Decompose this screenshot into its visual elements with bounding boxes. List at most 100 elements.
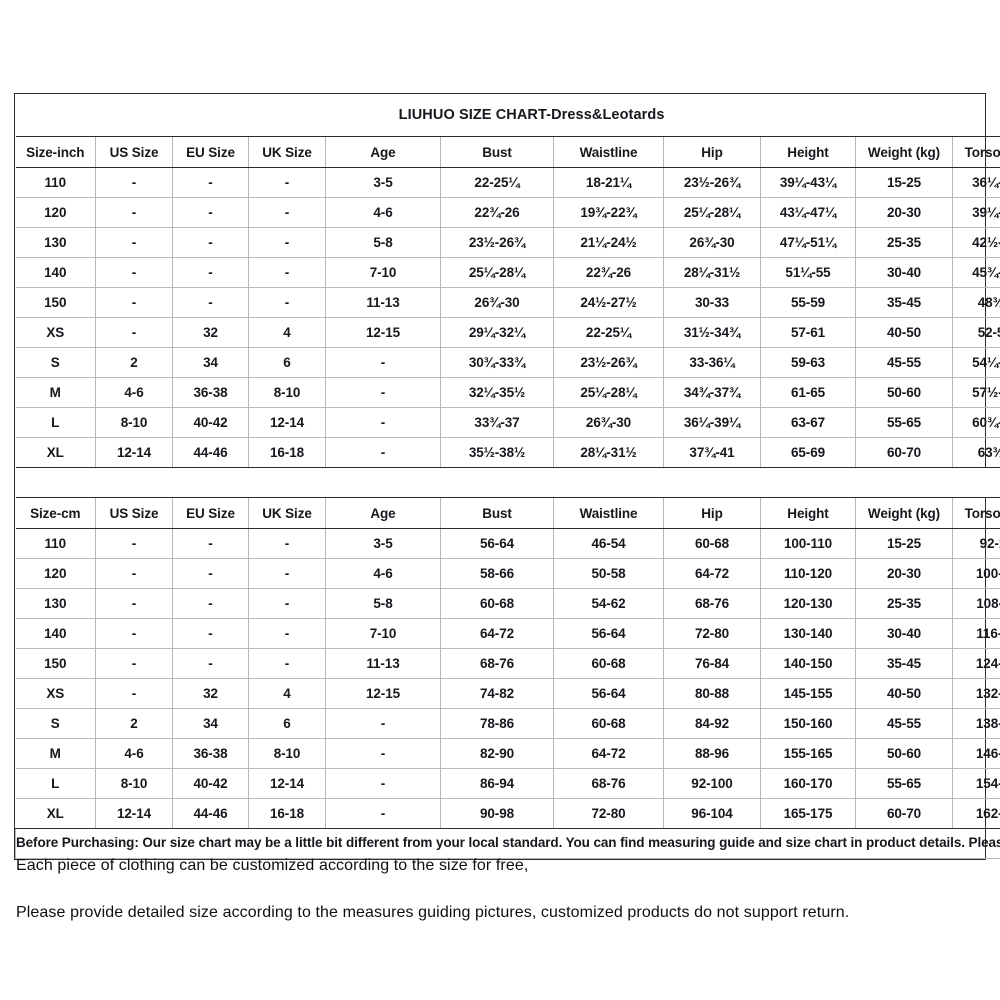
table-cell: 60¾-63¾ [951,407,1000,438]
table-row: M 4-6 36-38 8-10-82-90 64-72 88-96 155-165 50-6… [15,738,1000,769]
table-cell: 57½-60¾ [951,377,1000,408]
table-cell: 40-50 [855,317,953,348]
table-cell: 60-68 [553,708,664,739]
table-cell: 120-130 [760,588,856,619]
header-row-cm: Size-cm US Size EU Size UK Size Age Bust Waist… [15,497,1000,529]
column-header-7: Hip [663,136,761,168]
table-cell: 36¼-39¼ [663,407,761,438]
row-size-label: 150 [15,648,96,679]
table-cell: 155-165 [760,738,856,769]
table-cell: - [248,558,326,589]
table-cell: - [95,167,173,198]
row-size-label: XS [15,678,96,709]
row-size-label: 110 [15,528,96,559]
table-row: XL 12-14 44-46 16-18-90-98 72-80 96-104 165-17… [15,798,1000,829]
table-cell: 140-150 [760,648,856,679]
table-row: 130- - -5-8 23½-26¾ 21¼-24½ 26¾-30 47¼-51¼ 25-3… [15,227,1000,258]
table-row: 120- - -4-6 22¾-26 19¾-22¾ 25¼-28¼ 43¼-47¼ 20-3… [15,197,1000,228]
table-cell: 35½-38½ [440,437,554,468]
row-size-label: XL [15,798,96,829]
bottom-notes: Each piece of clothing can be customized… [16,856,976,950]
table-cell: 68-76 [553,768,664,799]
table-cell: 84-92 [663,708,761,739]
table-cell: - [325,407,441,438]
column-header-0: Size-cm [15,497,96,529]
table-cell: 146-154 [951,738,1000,769]
table-cell: 19¾-22¾ [553,197,664,228]
table-cell: - [95,257,173,288]
table-cell: - [248,167,326,198]
table-cell: - [248,618,326,649]
table-cell: 39¼-42½ [951,197,1000,228]
table-cell: 5-8 [325,227,441,258]
table-cell: 110-120 [760,558,856,589]
table-cell: 4-6 [95,377,173,408]
table-cell: - [325,377,441,408]
table-cell: - [172,197,249,228]
column-header-10: Torso Girth [951,136,1000,168]
table-cell: 63¾-67 [951,437,1000,468]
table-cell: 138-146 [951,708,1000,739]
bottom-note-1: Each piece of clothing can be customized… [16,857,529,874]
table-cell: 56-64 [440,528,554,559]
table-cell: 61-65 [760,377,856,408]
table-row: XS -32 4 12-15 74-82 56-64 80-88 145-155 40-50 13… [15,678,1000,709]
table-cell: 68-76 [663,588,761,619]
table-cell: 15-25 [855,167,953,198]
table-cell: - [95,227,173,258]
row-size-label: XL [15,437,96,468]
table-cell: 31½-34¾ [663,317,761,348]
table-cell: 30-40 [855,618,953,649]
table-cell: 40-42 [172,768,249,799]
table-cell: 30-40 [855,257,953,288]
table-cell: 60-68 [663,528,761,559]
table-cell: 48¾-52 [951,287,1000,318]
table-cell: - [95,528,173,559]
table-cell: 92-100 [663,768,761,799]
table-cell: 58-66 [440,558,554,589]
table-cell: - [248,257,326,288]
table-cell: 25-35 [855,227,953,258]
table-cell: 16-18 [248,798,326,829]
table-cell: 30-33 [663,287,761,318]
size-chart-table: LIUHUO SIZE CHART-Dress&Leotards Size-inc… [14,94,1000,859]
table-cell: - [248,197,326,228]
column-header-6: Waistline [553,497,664,529]
table-cell: 90-98 [440,798,554,829]
row-size-label: 110 [15,167,96,198]
row-size-label: XS [15,317,96,348]
table-row: XS -32 4 12-15 29¼-32¼ 22-25¼ 31½-34¾ 57-61 40-5… [15,317,1000,348]
table-cell: 40-42 [172,407,249,438]
column-header-9: Weight (kg) [855,497,953,529]
table-cell: 18-21¼ [553,167,664,198]
column-header-0: Size-inch [15,136,96,168]
table-cell: 22¾-26 [440,197,554,228]
table-cell: 12-14 [95,437,173,468]
table-separator [15,467,1000,498]
table-cell: 4 [248,678,326,709]
table-cell: 88-96 [663,738,761,769]
table-cell: 162-170 [951,798,1000,829]
table-cell: - [95,287,173,318]
table-cell: 28¼-31½ [663,257,761,288]
column-header-6: Waistline [553,136,664,168]
table-cell: 6 [248,708,326,739]
column-header-8: Height [760,497,856,529]
row-size-label: L [15,407,96,438]
table-cell: 63-67 [760,407,856,438]
table-cell: - [95,678,173,709]
table-cell: 32¼-35½ [440,377,554,408]
table-cell: 16-18 [248,437,326,468]
table-cell: - [248,227,326,258]
table-cell: 55-65 [855,768,953,799]
row-size-label: 140 [15,618,96,649]
row-size-label: S [15,708,96,739]
table-cell: 4 [248,317,326,348]
row-size-label: 120 [15,558,96,589]
chart-title: LIUHUO SIZE CHART-Dress&Leotards [15,94,1000,137]
table-cell: 21¼-24½ [553,227,664,258]
table-cell: 25-35 [855,588,953,619]
table-cell: 68-76 [440,648,554,679]
table-cell: 43¼-47¼ [760,197,856,228]
